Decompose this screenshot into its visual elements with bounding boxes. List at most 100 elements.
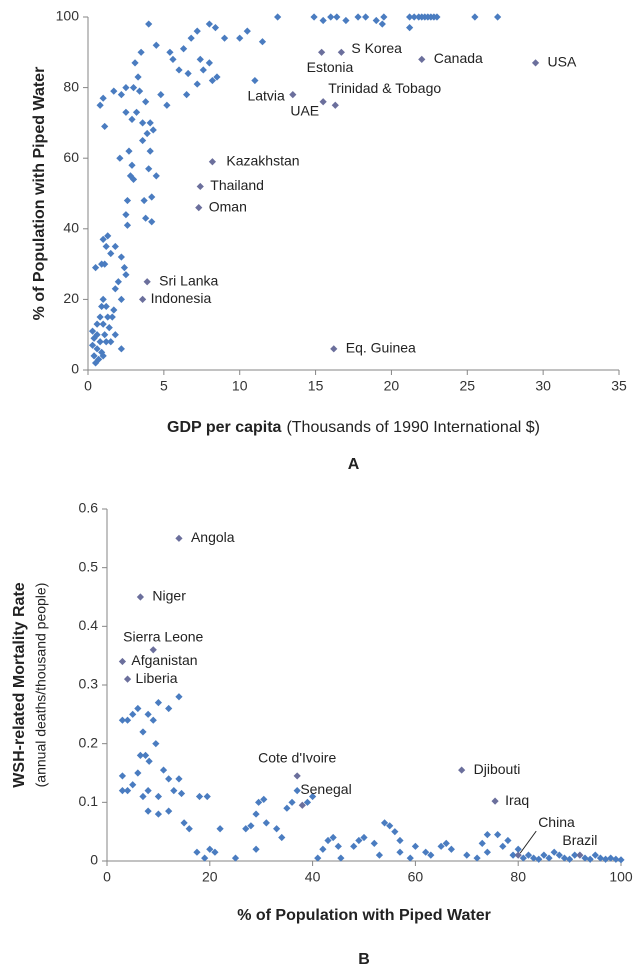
point <box>139 728 147 736</box>
point <box>142 214 150 222</box>
point <box>380 819 389 827</box>
point-label: Indonesia <box>151 290 212 306</box>
point <box>104 313 112 321</box>
point <box>442 839 450 847</box>
point <box>102 242 110 251</box>
x-axis-title-rest: (Thousands of 1990 International $) <box>286 419 540 436</box>
point <box>378 20 386 28</box>
point <box>494 13 502 21</box>
point <box>427 851 435 859</box>
point <box>566 855 574 863</box>
point <box>149 126 157 134</box>
point <box>258 38 267 46</box>
point <box>117 345 125 353</box>
point <box>117 253 125 261</box>
point-label: Kazakhstan <box>226 152 299 168</box>
labeled-point <box>208 158 217 166</box>
point <box>433 13 441 21</box>
point <box>145 20 153 28</box>
point <box>132 108 141 116</box>
panel-label: A <box>348 456 360 473</box>
point <box>117 295 125 303</box>
point <box>193 848 201 856</box>
point <box>110 87 118 95</box>
point <box>362 13 370 21</box>
point <box>354 13 362 21</box>
point <box>154 810 162 818</box>
point <box>149 716 157 724</box>
point <box>601 855 610 863</box>
point <box>196 55 204 63</box>
point-label: Angola <box>191 529 235 545</box>
point <box>123 787 132 795</box>
point-label: USA <box>548 54 577 70</box>
point <box>617 856 625 864</box>
point-label: Niger <box>152 588 186 604</box>
point <box>406 13 414 21</box>
point-label: Latvia <box>247 87 285 103</box>
y-tick-label: 0.6 <box>79 500 99 516</box>
point <box>509 851 517 859</box>
point <box>187 34 195 42</box>
x-tick-label: 25 <box>459 378 475 394</box>
point-label: UAE <box>290 102 319 118</box>
y-tick-label: 0.4 <box>79 617 99 633</box>
point <box>139 792 147 801</box>
point-label: Estonia <box>307 59 354 75</box>
point <box>195 792 204 801</box>
point <box>422 848 430 856</box>
point <box>118 787 127 795</box>
y-tick-label: 0.3 <box>79 676 99 692</box>
point <box>99 320 107 328</box>
labeled-point <box>418 55 426 63</box>
x-tick-label: 0 <box>103 869 111 885</box>
point <box>206 845 214 853</box>
point <box>355 836 363 845</box>
point <box>165 704 173 713</box>
point <box>184 69 192 78</box>
point <box>148 193 156 201</box>
point <box>123 716 132 724</box>
x-tick-label: 20 <box>384 378 400 394</box>
point <box>146 147 154 155</box>
point <box>183 91 191 99</box>
point <box>471 13 479 21</box>
point <box>288 798 296 806</box>
labeled-point <box>196 182 204 191</box>
leader-line <box>519 830 537 854</box>
point-label: Liberia <box>136 670 178 686</box>
point-label: Afganistan <box>131 652 197 668</box>
point <box>123 221 132 229</box>
point <box>396 848 404 856</box>
labeled-point <box>289 91 297 99</box>
point <box>101 260 109 268</box>
point <box>129 710 137 718</box>
point <box>596 854 605 862</box>
labeled-point <box>318 48 326 56</box>
point <box>530 854 538 862</box>
point <box>591 851 599 859</box>
point <box>117 91 125 99</box>
point <box>137 48 145 56</box>
point <box>159 766 168 774</box>
point <box>483 848 491 856</box>
point <box>333 13 341 21</box>
point <box>255 798 263 806</box>
y-tick-label: 80 <box>63 78 79 94</box>
point <box>101 331 109 339</box>
labeled-point <box>319 98 327 106</box>
point <box>504 836 512 845</box>
point <box>447 845 455 853</box>
point <box>278 833 286 842</box>
point <box>406 854 414 862</box>
point <box>550 848 558 856</box>
x-tick-label: 5 <box>160 378 168 394</box>
labeled-point <box>118 657 127 666</box>
point-label: Oman <box>209 198 247 214</box>
point-label: Iraq <box>505 792 529 808</box>
point <box>205 59 213 67</box>
panel-label: B <box>358 951 370 968</box>
y-tick-label: 100 <box>56 8 80 24</box>
point <box>560 854 569 862</box>
point <box>165 807 173 815</box>
